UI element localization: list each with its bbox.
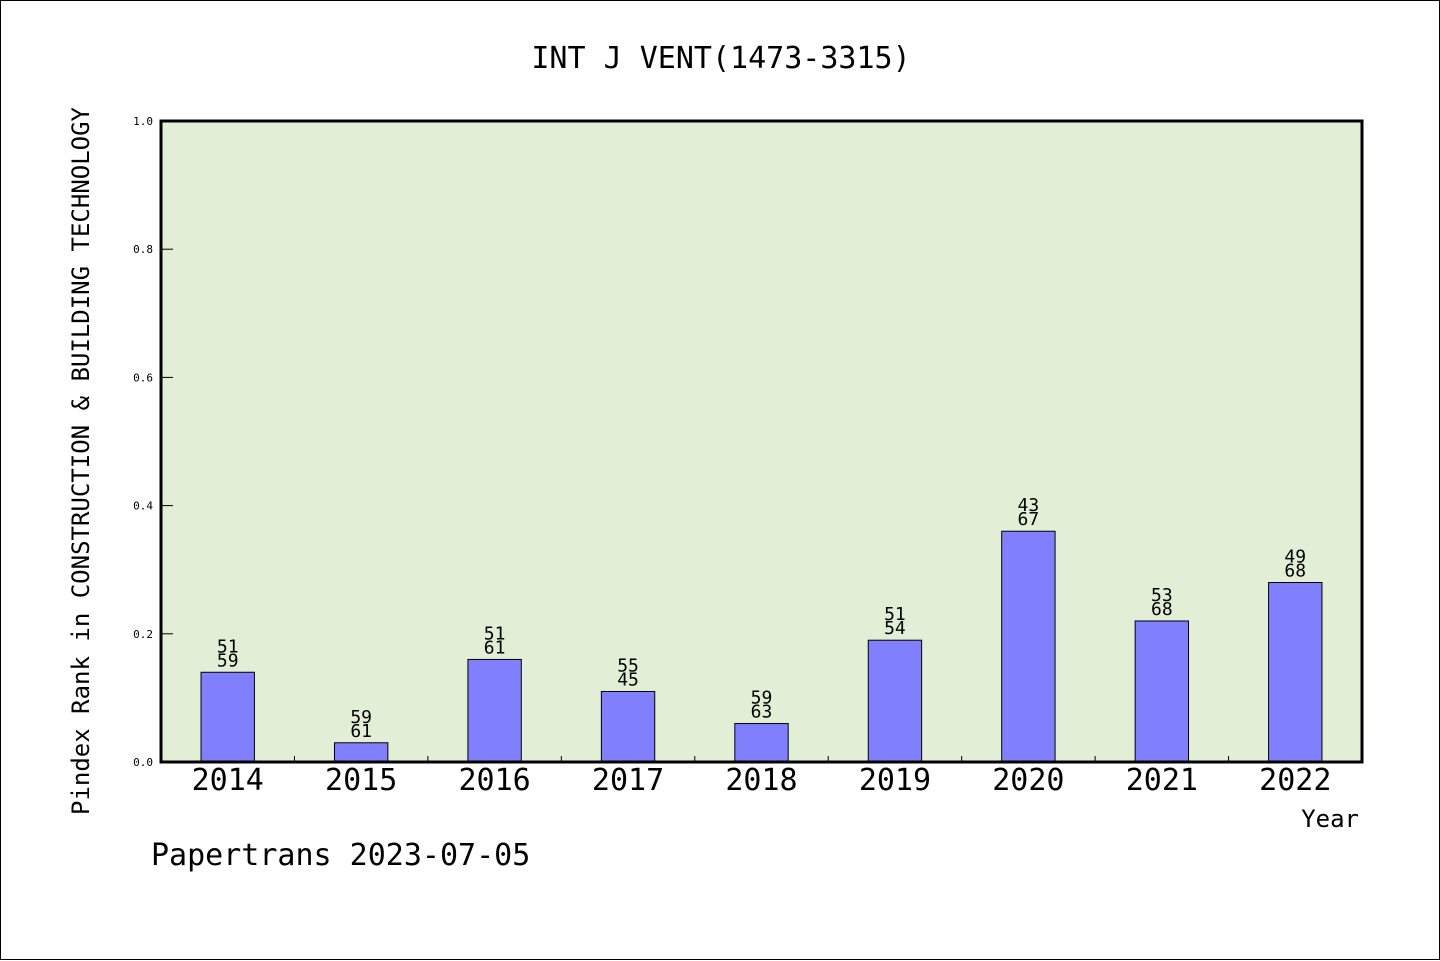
x-tick-label: 2020 <box>992 763 1064 798</box>
bar <box>1268 582 1323 763</box>
bar-label-top: 55 <box>617 655 639 676</box>
y-tick-label: 0.2 <box>133 628 153 641</box>
bar <box>1001 530 1056 763</box>
bar-label-bottom: 68 <box>1284 561 1306 582</box>
x-tick-label: 2018 <box>725 763 797 798</box>
bar <box>467 658 522 763</box>
y-tick-label: 0.4 <box>133 500 153 513</box>
y-tick-label: 0.0 <box>133 756 153 769</box>
bar <box>867 639 923 763</box>
bar-label-bottom: 61 <box>350 721 372 742</box>
bar-label-bottom: 59 <box>217 650 239 671</box>
bar <box>600 690 656 763</box>
chart-title: INT J VENT(1473-3315) <box>531 41 910 76</box>
y-axis: 0.0 0.2 0.4 0.6 0.8 1.0 <box>133 115 173 769</box>
y-tick-label: 0.8 <box>133 243 153 256</box>
bar-label-top: 59 <box>751 688 773 709</box>
bar-label-bottom: 54 <box>884 618 906 639</box>
bars <box>200 530 1323 763</box>
bar-label-bottom: 61 <box>484 637 506 658</box>
y-tick-label: 1.0 <box>133 115 153 128</box>
bar <box>1134 620 1190 763</box>
y-tick-label: 0.6 <box>133 371 153 384</box>
x-axis-label: Year <box>1301 805 1359 833</box>
bar-label-top: 51 <box>484 623 506 644</box>
bar-label-bottom: 68 <box>1151 599 1173 620</box>
bar-label-bottom: 67 <box>1018 509 1040 530</box>
x-tick-label: 2014 <box>192 763 264 798</box>
bar-label-top: 43 <box>1018 495 1040 516</box>
plot-border <box>159 119 1364 764</box>
x-tick-label: 2019 <box>859 763 931 798</box>
bar-label-top: 51 <box>217 636 239 657</box>
bar-label-top: 51 <box>884 604 906 625</box>
bar-label-bottom: 63 <box>751 702 773 723</box>
x-tick-label: 2015 <box>325 763 397 798</box>
bar-label-top: 59 <box>350 707 372 728</box>
bar-label-bottom: 45 <box>617 669 639 690</box>
x-tick-label: 2017 <box>592 763 664 798</box>
bar-label-top: 53 <box>1151 585 1173 606</box>
bar <box>333 742 389 763</box>
y-axis-label: Pindex Rank in CONSTRUCTION & BUILDING T… <box>67 106 95 815</box>
bar <box>200 671 255 763</box>
bar-label-top: 49 <box>1284 547 1306 568</box>
x-tick-label: 2016 <box>458 763 530 798</box>
x-tick-label: 2021 <box>1126 763 1198 798</box>
x-axis: 2014 2015 2016 2017 2018 2019 2020 2021 2022 <box>192 756 1331 798</box>
x-tick-label: 2022 <box>1259 763 1331 798</box>
credit-text: Papertrans 2023-07-05 <box>151 838 530 873</box>
bar <box>734 723 789 763</box>
